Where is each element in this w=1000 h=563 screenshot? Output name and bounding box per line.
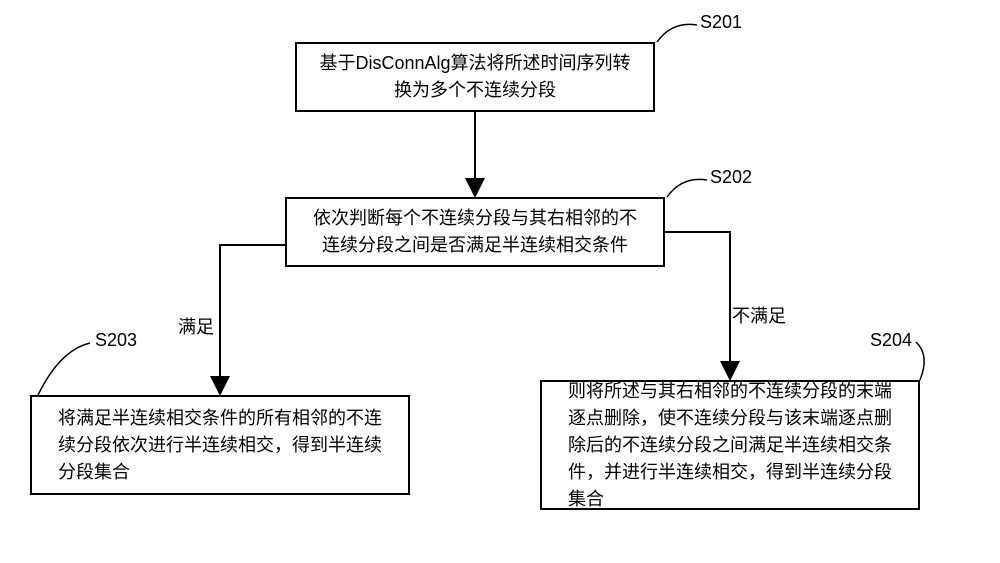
step-label-s201: S201	[700, 12, 742, 33]
flowchart-node-s204: 则将所述与其右相邻的不连续分段的末端逐点删除，使不连续分段与该末端逐点删除后的不…	[540, 380, 920, 510]
node-text: 将满足半连续相交条件的所有相邻的不连续分段依次进行半连续相交，得到半连续分段集合	[58, 405, 382, 486]
step-label-s204: S204	[870, 330, 912, 351]
step-label-s203: S203	[95, 330, 137, 351]
step-label-s202: S202	[710, 167, 752, 188]
flowchart-node-s201: 基于DisConnAlg算法将所述时间序列转换为多个不连续分段	[295, 42, 655, 112]
edge-label-not-satisfy: 不满足	[732, 302, 786, 328]
node-text: 则将所述与其右相邻的不连续分段的末端逐点删除，使不连续分段与该末端逐点删除后的不…	[568, 378, 892, 513]
flowchart-node-s202: 依次判断每个不连续分段与其右相邻的不连续分段之间是否满足半连续相交条件	[285, 197, 665, 267]
node-text: 依次判断每个不连续分段与其右相邻的不连续分段之间是否满足半连续相交条件	[313, 205, 637, 259]
flowchart-node-s203: 将满足半连续相交条件的所有相邻的不连续分段依次进行半连续相交，得到半连续分段集合	[30, 395, 410, 495]
node-text: 基于DisConnAlg算法将所述时间序列转换为多个不连续分段	[319, 50, 630, 104]
edge-label-satisfy: 满足	[178, 313, 214, 339]
